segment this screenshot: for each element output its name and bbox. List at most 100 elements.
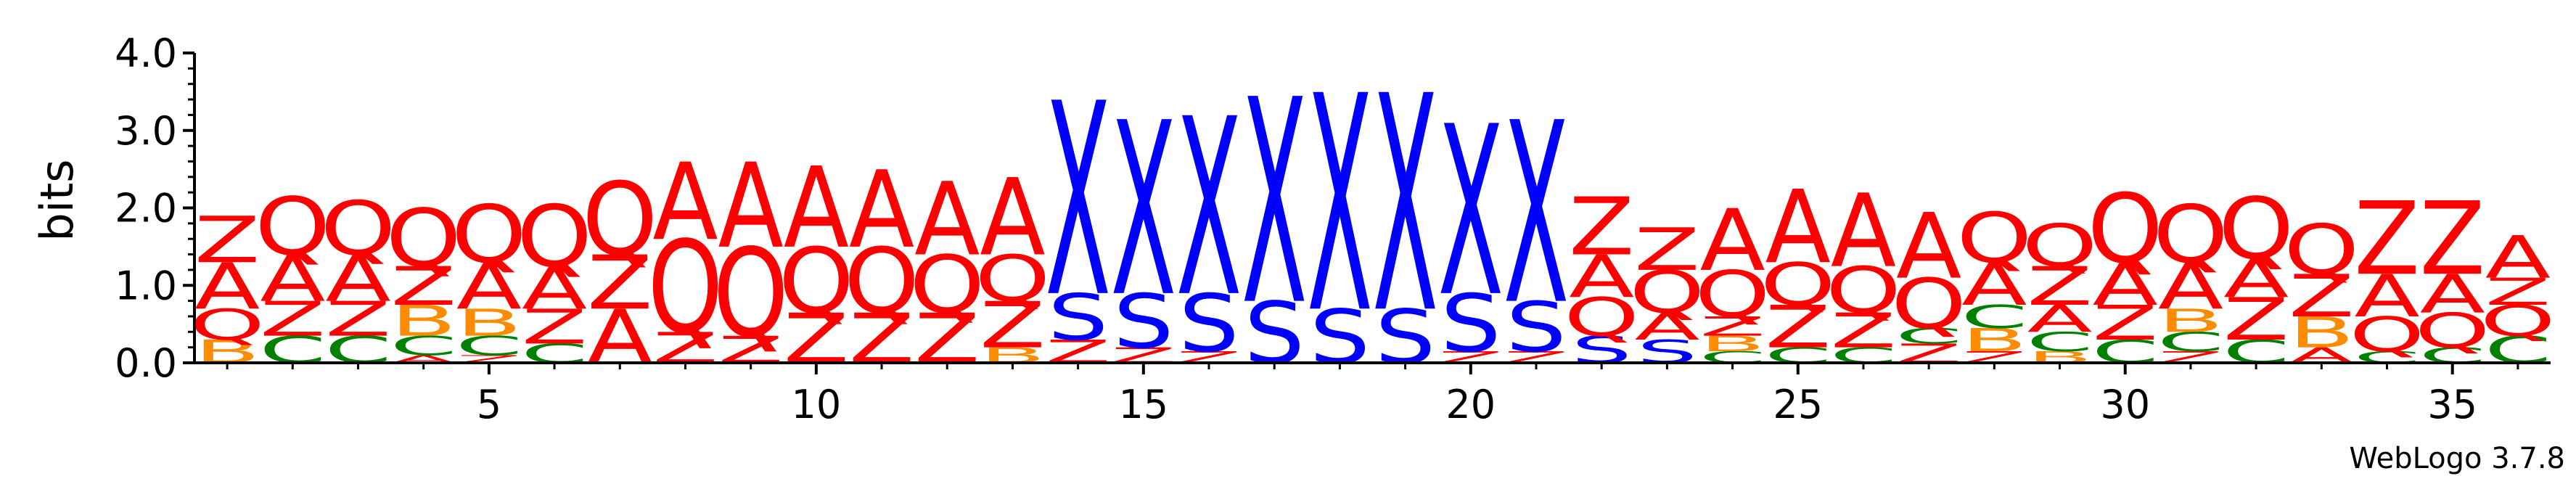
logo-letter-A: A [914,160,980,278]
logo-letter-C: C [2026,327,2093,358]
x-tick-label: 20 [1445,382,1496,427]
logo-letter-A: A [652,141,718,264]
y-tick-label: 0.0 [115,340,177,386]
y-ticks: 0.0 1.0 2.0 3.0 4.0 [115,30,194,386]
logo-letter-C: C [2157,327,2224,358]
logo-letter-A: A [2093,250,2158,319]
logo-letter-Q: Q [1760,250,1836,319]
logo-letter-Q: Q [2088,174,2163,285]
logo-letter-A: A [1569,242,1634,311]
x-tick-label: 5 [477,382,501,427]
logo-stack-18: SX [1307,33,1373,381]
logo-letter-Z: Z [2289,262,2355,330]
logo-letter-Q: Q [2284,210,2359,291]
logo-stack-14: ZSX [1045,47,1111,371]
logo-letter-S: S [1178,277,1239,370]
logo-letter-Q: Q [713,223,789,365]
logo-letter-Q: Q [647,214,723,362]
logo-stack-21: ZSX [1504,70,1570,368]
logo-letter-A: A [1634,305,1699,348]
logo-letter-X: X [1372,33,1438,379]
logo-letter-Z: Z [2027,256,2093,318]
logo-letter-B: B [1699,332,1765,356]
logo-stack-8: ZQA [647,141,723,373]
logo-letter-Z: Z [1831,303,1897,358]
logo-letter-X: X [1176,67,1242,351]
logo-letter-X: X [1111,72,1177,350]
logo-letter-Q: Q [1564,287,1639,349]
logo-letter-Z: Z [194,204,260,278]
logo-letter-S: S [1440,277,1501,370]
logo-letter-Z: Z [980,289,1045,363]
x-tick-label: 15 [1118,382,1168,427]
logo-letter-Z: Z [1765,293,1831,361]
logo-letter-A: A [2420,264,2485,326]
logo-letter-Q: Q [320,185,395,272]
y-tick-label: 4.0 [115,30,177,76]
logo-stack-11: ZQA [844,149,919,380]
logo-stack-15: ZSX [1111,72,1177,368]
logo-letter-C: C [456,330,522,361]
logo-letter-B: B [390,297,456,346]
logo-stack-20: ZSX [1438,77,1504,371]
logo-stacks: BQAZCZAQCZAQACBZQZCBAQCZAQAZQZQAZQAZQAZQ… [189,33,2556,383]
logo-letter-Q: Q [517,188,592,287]
logo-letter-Z: Z [2419,180,2485,298]
logo-letter-Z: Z [2092,295,2158,351]
x-tick-label: 25 [1773,382,1823,427]
logo-letter-A: A [260,242,325,316]
logo-letter-Q: Q [1891,264,1966,345]
logo-letter-Z: Z [260,291,326,347]
logo-letter-Q: Q [255,180,330,273]
logo-letter-A: A [2027,298,2092,341]
y-axis-title: bits [30,159,83,241]
logo-letter-Z: Z [2223,285,2289,353]
logo-letter-Q: Q [2415,303,2490,358]
logo-letter-A: A [1765,168,1831,286]
logo-letter-Q: Q [844,229,919,334]
logo-letter-B: B [456,301,522,345]
logo-letter-X: X [1045,47,1111,356]
logo-letter-C: C [1961,299,2027,336]
logo-letter-A: A [2485,223,2551,292]
logo-letter-A: A [1831,172,1896,290]
logo-letter-S: S [1048,281,1109,355]
logo-letter-Q: Q [386,192,462,284]
logo-letter-Q: Q [1629,258,1705,327]
logo-letter-A: A [1699,192,1765,290]
logo-letter-X: X [1307,33,1373,379]
logo-letter-B: B [2158,303,2224,340]
logo-letter-Q: Q [779,229,854,334]
logo-letter-S: S [1113,278,1174,365]
logo-letter-A: A [1896,194,1961,299]
logo-stack-10: ZQA [779,143,854,380]
x-ticks: 5 10 15 20 25 30 35 [226,363,2519,427]
logo-letter-Z: Z [587,239,652,327]
logo-letter-Z: Z [2354,180,2419,298]
logo-letter-Q: Q [582,160,657,278]
logo-letter-Z: Z [2485,270,2551,313]
logo-letter-Q: Q [2480,297,2556,346]
logo-letter-Q: Q [909,239,985,332]
logo-letter-Z: Z [1569,180,1635,273]
x-tick-label: 35 [2427,382,2477,427]
logo-letter-C: C [390,330,457,361]
logo-letter-Q: Q [1956,199,2032,279]
logo-letter-Q: Q [975,242,1050,316]
logo-letter-A: A [2223,248,2289,310]
logo-letter-Q: Q [451,188,527,281]
